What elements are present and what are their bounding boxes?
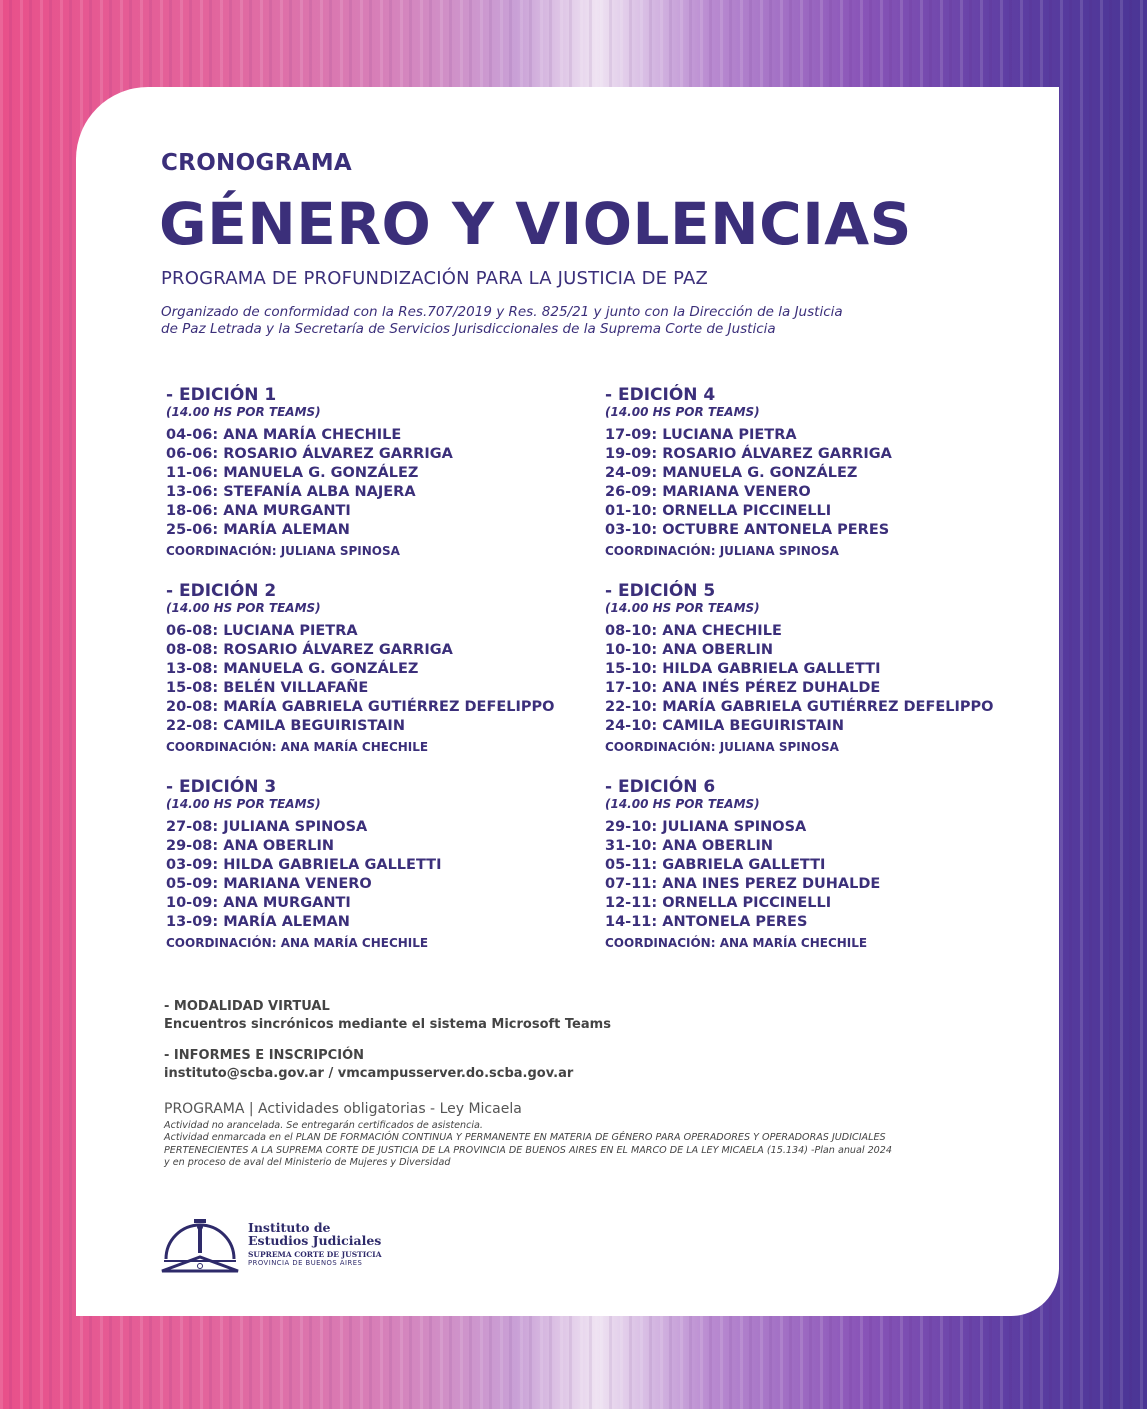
session-item: 22-10: MARÍA GABRIELA GUTIÉRREZ DEFELIPP…	[605, 699, 994, 715]
session-item: 08-08: ROSARIO ÁLVAREZ GARRIGA	[166, 642, 453, 658]
organization-note: Organizado de conformidad con la Res.707…	[161, 304, 881, 338]
kicker: CRONOGRAMA	[161, 150, 353, 176]
session-item: 24-09: MANUELA G. GONZÁLEZ	[605, 465, 858, 481]
edition-coordination: COORDINACIÓN: JULIANA SPINOSA	[166, 544, 400, 558]
session-item: 17-09: LUCIANA PIETRA	[605, 427, 797, 443]
edition-coordination: COORDINACIÓN: JULIANA SPINOSA	[605, 740, 839, 754]
session-item: 12-11: ORNELLA PICCINELLI	[605, 895, 832, 911]
edition-block: - EDICIÓN 1 (14.00 HS POR TEAMS) 04-06: AN…	[166, 385, 596, 581]
logo-line: SUPREMA CORTE DE JUSTICIA	[248, 1250, 382, 1259]
edition-coordination: COORDINACIÓN: JULIANA SPINOSA	[605, 544, 839, 558]
edition-block: - EDICIÓN 2 (14.00 HS POR TEAMS) 06-08: LU…	[166, 581, 596, 777]
session-item: 29-10: JULIANA SPINOSA	[605, 819, 807, 835]
session-item: 20-08: MARÍA GABRIELA GUTIÉRREZ DEFELIPP…	[166, 699, 555, 715]
session-item: 06-06: ROSARIO ÁLVAREZ GARRIGA	[166, 446, 453, 462]
informes-contact[interactable]: instituto@scba.gov.ar / vmcampusserver.d…	[164, 1066, 574, 1081]
org-line: Organizado de conformidad con la Res.707…	[161, 304, 843, 320]
session-item: 04-06: ANA MARÍA CHECHILE	[166, 427, 402, 443]
session-item: 06-08: LUCIANA PIETRA	[166, 623, 358, 639]
logo-line: PROVINCIA DE BUENOS AIRES	[248, 1259, 363, 1267]
content-card	[76, 87, 1059, 1316]
session-item: 13-09: MARÍA ALEMAN	[166, 914, 350, 930]
session-item: 19-09: ROSARIO ÁLVAREZ GARRIGA	[605, 446, 892, 462]
fine-line: y en proceso de aval del Ministerio de M…	[164, 1156, 451, 1168]
session-item: 15-10: HILDA GABRIELA GALLETTI	[605, 661, 881, 677]
session-item: 13-06: STEFANÍA ALBA NAJERA	[166, 484, 416, 500]
informes-label: - INFORMES E INSCRIPCIÓN	[164, 1048, 364, 1063]
edition-block: - EDICIÓN 3 (14.00 HS POR TEAMS) 27-08: JU…	[166, 777, 596, 973]
edition-title: - EDICIÓN 4	[605, 385, 716, 405]
session-item: 29-08: ANA OBERLIN	[166, 838, 335, 854]
logo-line: Instituto de	[248, 1220, 331, 1235]
edition-time: (14.00 HS POR TEAMS)	[166, 405, 321, 419]
fine-line: Actividad enmarcada en el PLAN DE FORMAC…	[164, 1132, 886, 1144]
edition-block: - EDICIÓN 4 (14.00 HS POR TEAMS) 17-09: LU…	[605, 385, 1035, 581]
edition-title: - EDICIÓN 5	[605, 581, 716, 601]
edition-coordination: COORDINACIÓN: ANA MARÍA CHECHILE	[166, 740, 429, 754]
session-item: 10-09: ANA MURGANTI	[166, 895, 351, 911]
session-item: 11-06: MANUELA G. GONZÁLEZ	[166, 465, 419, 481]
fine-print: Actividad no arancelada. Se entregarán c…	[164, 1120, 1044, 1169]
session-item: 08-10: ANA CHECHILE	[605, 623, 782, 639]
edition-time: (14.00 HS POR TEAMS)	[605, 405, 760, 419]
edition-title: - EDICIÓN 2	[166, 581, 277, 601]
schedule-column-left: - EDICIÓN 1 (14.00 HS POR TEAMS) 04-06: AN…	[166, 385, 596, 973]
session-item: 25-06: MARÍA ALEMAN	[166, 522, 350, 538]
logo-line: Estudios Judiciales	[248, 1233, 382, 1248]
edition-time: (14.00 HS POR TEAMS)	[605, 797, 760, 811]
edition-time: (14.00 HS POR TEAMS)	[166, 797, 321, 811]
session-item: 24-10: CAMILA BEGUIRISTAIN	[605, 718, 844, 734]
session-item: 10-10: ANA OBERLIN	[605, 642, 774, 658]
informes-section: - INFORMES E INSCRIPCIÓN instituto@scba.…	[164, 1047, 573, 1083]
session-item: 03-10: OCTUBRE ANTONELA PERES	[605, 522, 890, 538]
edition-block: - EDICIÓN 6 (14.00 HS POR TEAMS) 29-10: JU…	[605, 777, 1035, 973]
edition-title: - EDICIÓN 6	[605, 777, 716, 797]
fine-line: Actividad no arancelada. Se entregarán c…	[164, 1120, 483, 1131]
org-line: de Paz Letrada y la Secretaría de Servic…	[161, 321, 776, 337]
session-item: 18-06: ANA MURGANTI	[166, 503, 351, 519]
session-item: 27-08: JULIANA SPINOSA	[166, 819, 368, 835]
subtitle: PROGRAMA DE PROFUNDIZACIÓN PARA LA JUSTI…	[161, 268, 709, 289]
programa-line: PROGRAMA | Actividades obligatorias - Le…	[164, 1101, 522, 1117]
session-item: 13-08: MANUELA G. GONZÁLEZ	[166, 661, 419, 677]
session-item: 07-11: ANA INES PEREZ DUHALDE	[605, 876, 881, 892]
session-item: 03-09: HILDA GABRIELA GALLETTI	[166, 857, 442, 873]
edition-coordination: COORDINACIÓN: ANA MARÍA CHECHILE	[166, 936, 429, 950]
session-item: 26-09: MARIANA VENERO	[605, 484, 811, 500]
page-title: GÉNERO Y VIOLENCIAS	[159, 190, 912, 258]
session-item: 22-08: CAMILA BEGUIRISTAIN	[166, 718, 405, 734]
modalidad-section: - MODALIDAD VIRTUAL Encuentros sincrónic…	[164, 998, 611, 1034]
session-item: 31-10: ANA OBERLIN	[605, 838, 774, 854]
modalidad-text: Encuentros sincrónicos mediante el siste…	[164, 1017, 611, 1032]
modalidad-label: - MODALIDAD VIRTUAL	[164, 999, 330, 1014]
courthouse-emblem-icon	[161, 1219, 239, 1273]
fine-line: PERTENECIENTES A LA SUPREMA CORTE DE JUS…	[164, 1144, 892, 1156]
schedule-column-right: - EDICIÓN 4 (14.00 HS POR TEAMS) 17-09: LU…	[605, 385, 1035, 973]
edition-time: (14.00 HS POR TEAMS)	[605, 601, 760, 615]
edition-coordination: COORDINACIÓN: ANA MARÍA CHECHILE	[605, 936, 868, 950]
session-item: 15-08: BELÉN VILLAFAÑE	[166, 680, 369, 696]
edition-title: - EDICIÓN 1	[166, 385, 277, 405]
edition-title: - EDICIÓN 3	[166, 777, 277, 797]
session-item: 05-11: GABRIELA GALLETTI	[605, 857, 826, 873]
session-item: 01-10: ORNELLA PICCINELLI	[605, 503, 832, 519]
session-item: 05-09: MARIANA VENERO	[166, 876, 372, 892]
session-item: 14-11: ANTONELA PERES	[605, 914, 808, 930]
edition-block: - EDICIÓN 5 (14.00 HS POR TEAMS) 08-10: AN…	[605, 581, 1035, 777]
session-item: 17-10: ANA INÉS PÉREZ DUHALDE	[605, 680, 881, 696]
edition-time: (14.00 HS POR TEAMS)	[166, 601, 321, 615]
institute-logo: Instituto de Estudios Judiciales SUPREMA…	[160, 1215, 382, 1273]
